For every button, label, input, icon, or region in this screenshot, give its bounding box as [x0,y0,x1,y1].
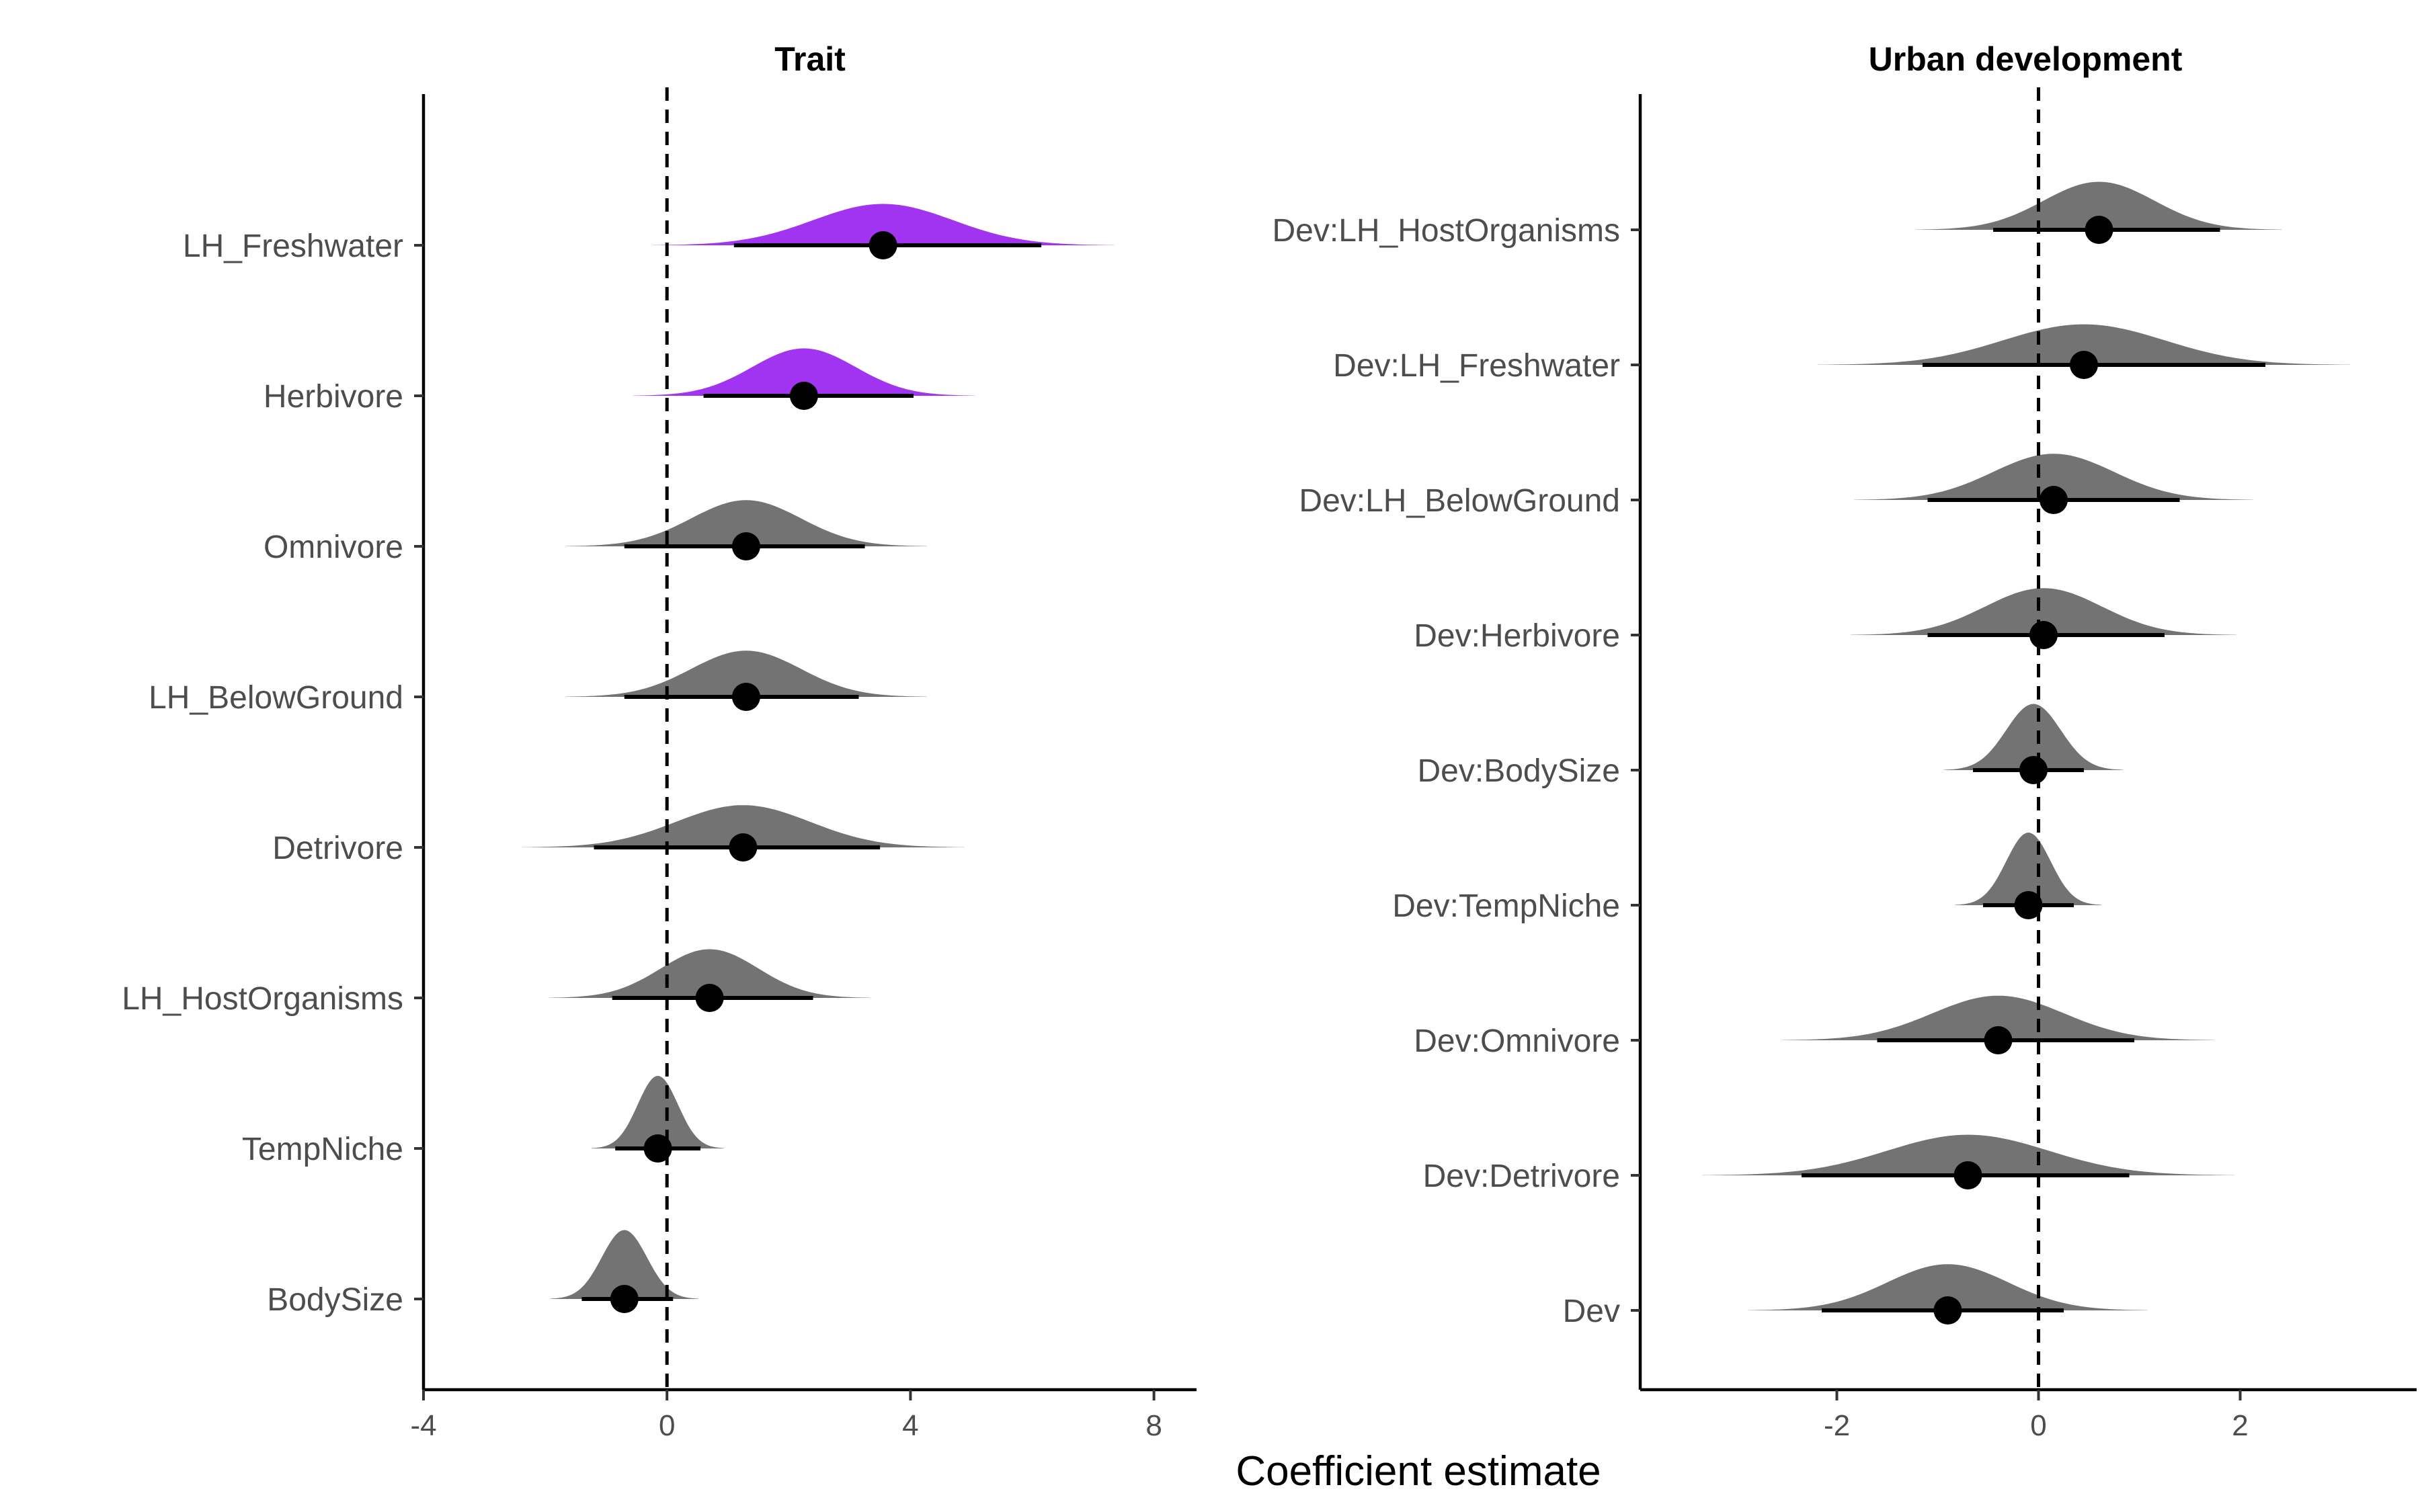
density-dev-omnivore [1781,995,2215,1040]
point-dev-omnivore [1984,1026,2013,1054]
point-dev [1933,1296,1962,1325]
x-tick-label: -2 [1824,1409,1850,1442]
panel-title: Trait [774,40,846,78]
point-lh-freshwater [869,231,897,259]
density-lh-freshwater [652,204,1115,245]
x-axis-title: Coefficient estimate [1236,1448,1601,1495]
density-lh-hostorganisms [549,949,871,998]
density-dev-tempniche [1955,833,2102,905]
panel-title: Urban development [1869,40,2183,78]
point-lh-hostorganisms [695,984,724,1012]
density-tempniche [592,1076,725,1148]
density-dev-lh-hostorganisms [1916,181,2282,230]
trait-panel: Trait -4 0 4 8 LH_Freshwater Herbivore Omnivore… [122,40,1197,1442]
category-label: Dev:TempNiche [1392,888,1620,924]
density-herbivore [633,348,975,396]
point-dev-tempniche [2014,891,2043,919]
point-omnivore [731,532,760,560]
category-label: Dev [1563,1294,1620,1329]
x-tick-label: 0 [659,1409,675,1442]
point-dev-herbivore [2029,621,2058,649]
category-label: BodySize [267,1282,403,1318]
category-label: Dev:LH_BelowGround [1299,483,1620,519]
x-tick-label: 8 [1145,1409,1162,1442]
category-label: Dev:LH_HostOrganisms [1273,213,1621,249]
density-omnivore [565,500,927,546]
point-lh-belowground [731,683,760,711]
density-lh-belowground [565,650,927,697]
point-dev-lh-freshwater [2070,351,2098,379]
category-label: Dev:Omnivore [1414,1023,1620,1059]
point-dev-detrivore [1953,1161,1982,1189]
density-dev-detrivore [1701,1134,2234,1175]
point-dev-lh-belowground [2040,486,2068,514]
density-bodysize [550,1230,699,1299]
density-detrivore [522,805,965,847]
density-dev-herbivore [1850,588,2237,635]
category-label: Dev:Detrivore [1423,1159,1620,1194]
category-label: Herbivore [264,379,403,415]
category-label: Dev:LH_Freshwater [1333,348,1620,384]
x-tick-label: 4 [902,1409,918,1442]
x-tick-label: 2 [2232,1409,2248,1442]
density-dev-lh-freshwater [1818,324,2350,365]
point-herbivore [789,382,818,410]
category-label: Omnivore [264,530,403,565]
category-label: LH_BelowGround [149,680,403,716]
category-label: LH_Freshwater [183,228,403,264]
point-detrivore [729,833,758,862]
point-tempniche [643,1134,672,1163]
category-label: Detrivore [272,831,403,866]
density-dev [1748,1264,2148,1310]
category-label: Dev:Herbivore [1414,618,1620,654]
category-label: Dev:BodySize [1418,753,1620,789]
x-tick-label: -4 [410,1409,436,1442]
category-label: LH_HostOrganisms [122,981,403,1017]
x-tick-label: 0 [2030,1409,2046,1442]
density-dev-bodysize [1943,704,2124,770]
category-label: TempNiche [242,1132,403,1167]
point-bodysize [610,1285,639,1313]
point-dev-lh-hostorganisms [2085,216,2113,244]
density-dev-lh-belowground [1854,454,2253,500]
point-dev-bodysize [2019,756,2048,784]
urban-development-panel: Urban development -2 0 2 Dev:LH_HostOrganism… [1273,40,2417,1442]
